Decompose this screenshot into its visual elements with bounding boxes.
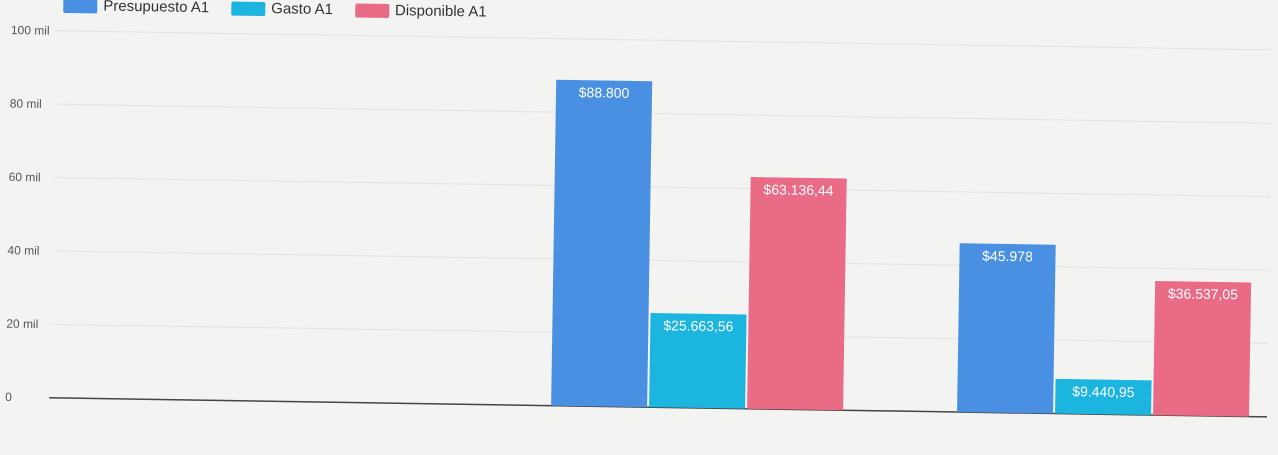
gridline [53, 103, 1272, 124]
gridline [52, 177, 1271, 198]
y-tick-label: 100 mil [11, 23, 50, 38]
bar [649, 312, 747, 409]
y-tick-label: 60 mil [9, 170, 41, 185]
gridline [54, 30, 1273, 51]
y-tick-label: 20 mil [6, 317, 38, 332]
bar [1055, 378, 1152, 416]
bar [1153, 281, 1252, 417]
y-tick-label: 80 mil [10, 96, 42, 111]
bar [747, 177, 847, 411]
bar-data-label: $9.440,95 [1072, 383, 1135, 400]
bar [957, 243, 1056, 414]
bar [551, 79, 653, 408]
bar-data-label: $45.978 [982, 248, 1033, 265]
bar-data-label: $88.800 [579, 84, 630, 101]
bar-data-label: $25.663,56 [663, 317, 734, 334]
bar-data-label: $36.537,05 [1168, 285, 1239, 302]
gridline [51, 250, 1270, 271]
bar-data-label: $63.136,44 [763, 181, 834, 198]
y-tick-label: 0 [5, 390, 12, 404]
y-tick-label: 40 mil [7, 243, 39, 258]
